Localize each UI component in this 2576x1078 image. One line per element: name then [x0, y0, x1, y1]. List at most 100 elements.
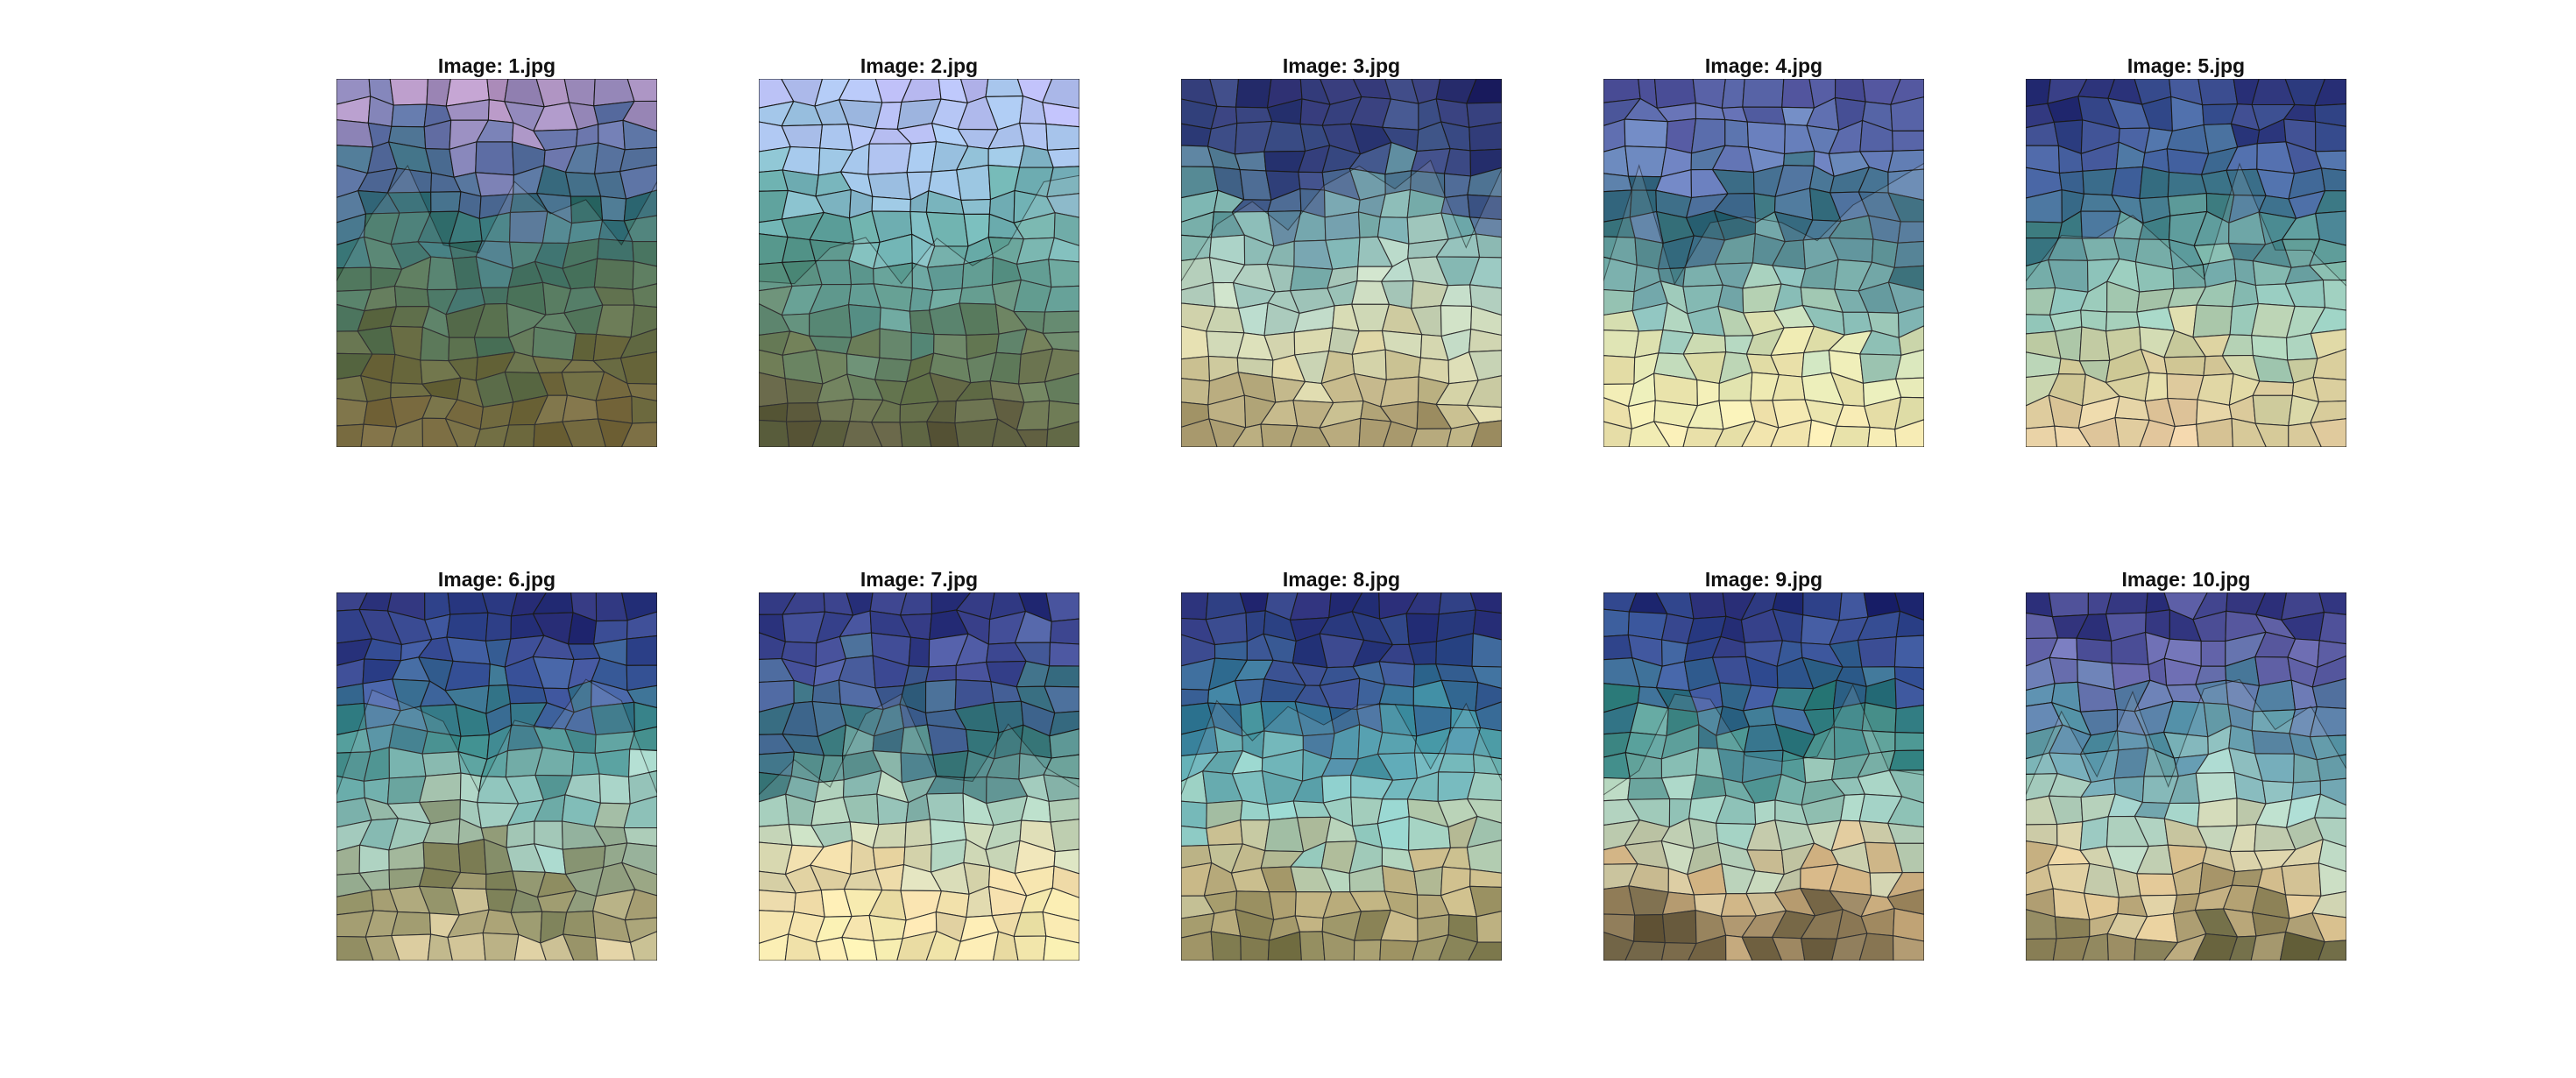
superpixel-cell: [1214, 641, 1248, 661]
superpixel-cell: [2310, 418, 2346, 447]
superpixel-image: [336, 592, 657, 961]
superpixel-cell: [1893, 635, 1924, 669]
superpixel-cell: [1603, 421, 1632, 447]
superpixel-cell: [626, 664, 657, 691]
superpixel-cell: [925, 664, 957, 683]
superpixel-cell: [1446, 422, 1480, 447]
superpixel-cell: [1044, 372, 1079, 405]
superpixel-cell: [629, 931, 657, 961]
superpixel-cell: [533, 421, 574, 447]
superpixel-cell: [1045, 421, 1079, 447]
superpixel-image: [1181, 592, 1502, 961]
superpixel-cell: [627, 748, 657, 778]
mountain-ridge-overlay: [2026, 678, 2346, 961]
superpixel-cell: [1628, 421, 1671, 447]
superpixel-cell: [1653, 421, 1689, 447]
superpixel-cell: [1443, 173, 1472, 199]
superpixel-cell: [623, 189, 657, 222]
superpixel-cell: [1838, 592, 1869, 621]
superpixel-cell: [2049, 656, 2078, 684]
superpixel-cell: [2139, 419, 2176, 447]
superpixel-cell: [1047, 400, 1079, 430]
superpixel-cell: [819, 124, 853, 151]
mountain-ridge-overlay: [336, 165, 657, 447]
superpixel-cell: [2197, 79, 2239, 106]
superpixel-cell: [2319, 777, 2346, 806]
superpixel-cell: [1048, 237, 1079, 263]
superpixel-cell: [1353, 939, 1382, 961]
superpixel-mosaic: [1603, 592, 1924, 961]
superpixel-cell: [1472, 609, 1502, 641]
superpixel-cell: [482, 932, 520, 961]
superpixel-image: [336, 79, 657, 447]
mountain-ridge-overlay: [1181, 699, 1502, 961]
superpixel-cell: [2318, 839, 2346, 873]
superpixel-cell: [2315, 190, 2346, 215]
superpixel-cell: [1234, 151, 1267, 172]
superpixel-cell: [1466, 102, 1502, 128]
superpixel-cell: [562, 418, 606, 447]
superpixel-cell: [1044, 665, 1079, 688]
superpixel-cell: [1772, 936, 1806, 961]
superpixel-cell: [1893, 240, 1924, 268]
superpixel-cell: [2196, 417, 2233, 447]
superpixel-cell: [1858, 933, 1894, 961]
superpixel-cell: [598, 418, 633, 447]
superpixel-cell: [873, 938, 903, 961]
superpixel-cell: [2315, 210, 2346, 246]
superpixel-cell: [1898, 325, 1924, 356]
superpixel-cell: [1044, 685, 1079, 714]
superpixel-cell: [360, 423, 398, 447]
superpixel-cell: [2026, 79, 2051, 107]
superpixel-cell: [2316, 754, 2346, 782]
superpixel-cell: [784, 933, 821, 961]
superpixel-cell: [1475, 701, 1502, 732]
superpixel-image: [759, 592, 1079, 961]
superpixel-mosaic: [336, 79, 657, 447]
superpixel-cell: [619, 164, 657, 200]
superpixel-cell: [1721, 79, 1745, 109]
superpixel-cell: [430, 191, 462, 213]
superpixel-cell: [1049, 728, 1079, 759]
superpixel-cell: [1888, 749, 1924, 771]
superpixel-cell: [1042, 310, 1079, 334]
superpixel-cell: [1603, 634, 1633, 661]
superpixel-cell: [2192, 933, 2239, 961]
superpixel-cell: [599, 195, 627, 222]
superpixel-cell: [1660, 942, 1697, 961]
superpixel-cell: [622, 119, 657, 151]
superpixel-cell: [1894, 396, 1924, 430]
superpixel-cell: [632, 283, 657, 309]
superpixel-cell: [1045, 123, 1079, 151]
superpixel-cell: [1466, 404, 1502, 424]
superpixel-cell: [1688, 592, 1727, 620]
superpixel-cell: [1887, 192, 1924, 223]
superpixel-cell: [1801, 938, 1838, 961]
superpixel-cell: [1893, 908, 1924, 942]
superpixel-cell: [626, 79, 657, 103]
superpixel-cell: [1724, 119, 1750, 148]
superpixel-cell: [622, 100, 657, 132]
superpixel-cell: [960, 198, 992, 215]
superpixel-cell: [1235, 79, 1272, 109]
superpixel-cell: [1742, 79, 1785, 108]
superpixel-cell: [1379, 939, 1419, 961]
superpixel-cell: [759, 933, 789, 961]
superpixel-cell: [1438, 934, 1478, 961]
superpixel-cell: [1435, 663, 1479, 684]
superpixel-mosaic: [2026, 79, 2346, 447]
superpixel-cell: [1665, 117, 1697, 154]
superpixel-cell: [1624, 940, 1666, 961]
superpixel-cell: [1042, 102, 1079, 128]
superpixel-cell: [1466, 79, 1502, 104]
superpixel-cell: [2309, 238, 2346, 266]
superpixel-cell: [629, 726, 657, 751]
superpixel-cell: [513, 933, 547, 961]
superpixel-cell: [2311, 890, 2346, 918]
superpixel-cell: [389, 79, 428, 106]
superpixel-cell: [623, 795, 657, 829]
superpixel-cell: [926, 724, 969, 755]
superpixel-cell: [1894, 705, 1924, 734]
panel-title: Image: 5.jpg: [2127, 54, 2246, 77]
superpixel-cell: [2311, 655, 2346, 688]
